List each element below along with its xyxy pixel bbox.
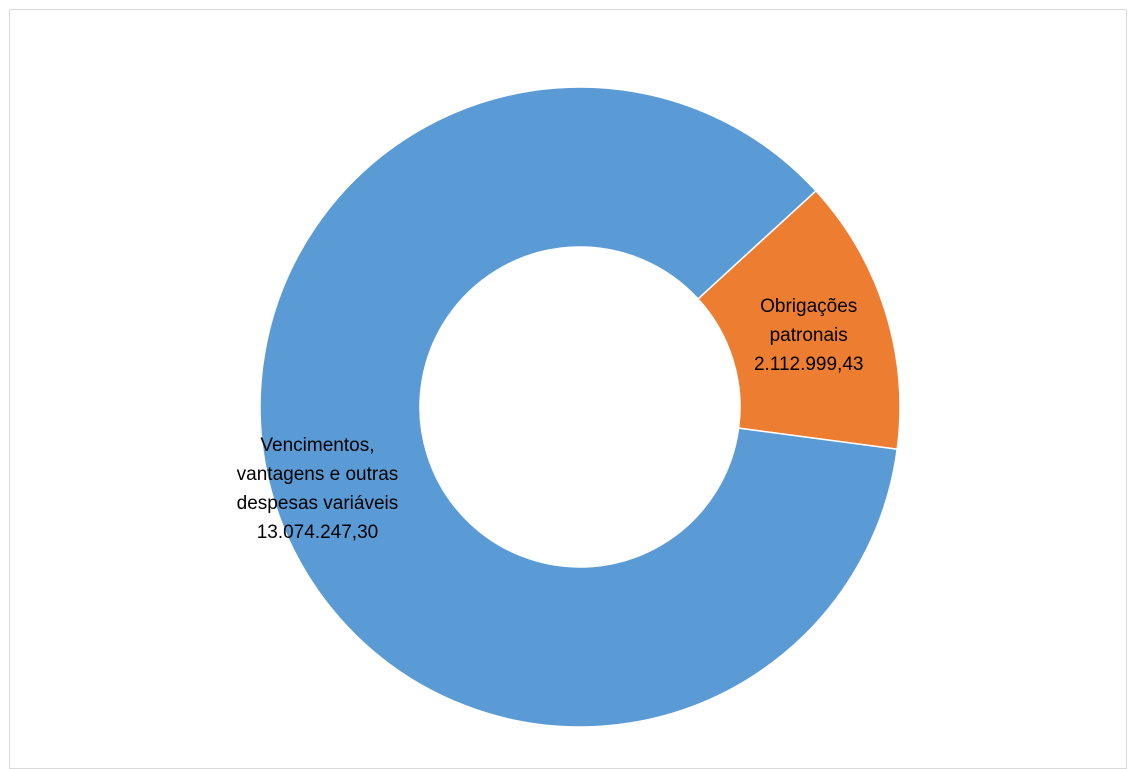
- label-value: 13.074.247,30: [256, 522, 379, 544]
- label-line: vantagens e outras: [236, 464, 399, 486]
- donut-chart: [259, 86, 901, 728]
- data-label-vencimentos-vantagens: Vencimentos, vantagens e outras despesas…: [237, 431, 399, 547]
- label-line: Vencimentos,: [260, 435, 375, 457]
- slice-obrigacoes-patronais: [696, 189, 901, 451]
- label-value: 2.112.999,43: [753, 353, 864, 375]
- slice-vencimentos-vantagens: [259, 86, 899, 728]
- label-line: despesas variáveis: [236, 493, 399, 515]
- label-line: patronais: [769, 324, 848, 346]
- data-label-obrigacoes-patronais: Obrigações patronais 2.112.999,43: [754, 292, 864, 379]
- label-line: Obrigações: [760, 295, 858, 317]
